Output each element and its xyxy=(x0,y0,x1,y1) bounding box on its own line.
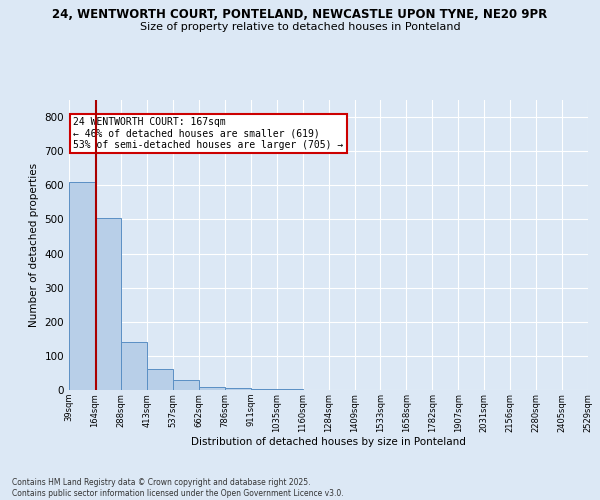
Bar xyxy=(147,369,173,390)
Text: 24 WENTWORTH COURT: 167sqm
← 46% of detached houses are smaller (619)
53% of sem: 24 WENTWORTH COURT: 167sqm ← 46% of deta… xyxy=(73,117,344,150)
Text: Contains HM Land Registry data © Crown copyright and database right 2025.
Contai: Contains HM Land Registry data © Crown c… xyxy=(12,478,344,498)
Text: Size of property relative to detached houses in Ponteland: Size of property relative to detached ho… xyxy=(140,22,460,32)
Y-axis label: Number of detached properties: Number of detached properties xyxy=(29,163,39,327)
Bar xyxy=(173,380,199,390)
Bar xyxy=(251,389,277,390)
Bar xyxy=(199,386,225,390)
Bar xyxy=(95,218,121,390)
Text: 24, WENTWORTH COURT, PONTELAND, NEWCASTLE UPON TYNE, NE20 9PR: 24, WENTWORTH COURT, PONTELAND, NEWCASTL… xyxy=(52,8,548,20)
Bar xyxy=(121,342,147,390)
Bar xyxy=(225,388,251,390)
X-axis label: Distribution of detached houses by size in Ponteland: Distribution of detached houses by size … xyxy=(191,438,466,448)
Bar xyxy=(69,182,95,390)
